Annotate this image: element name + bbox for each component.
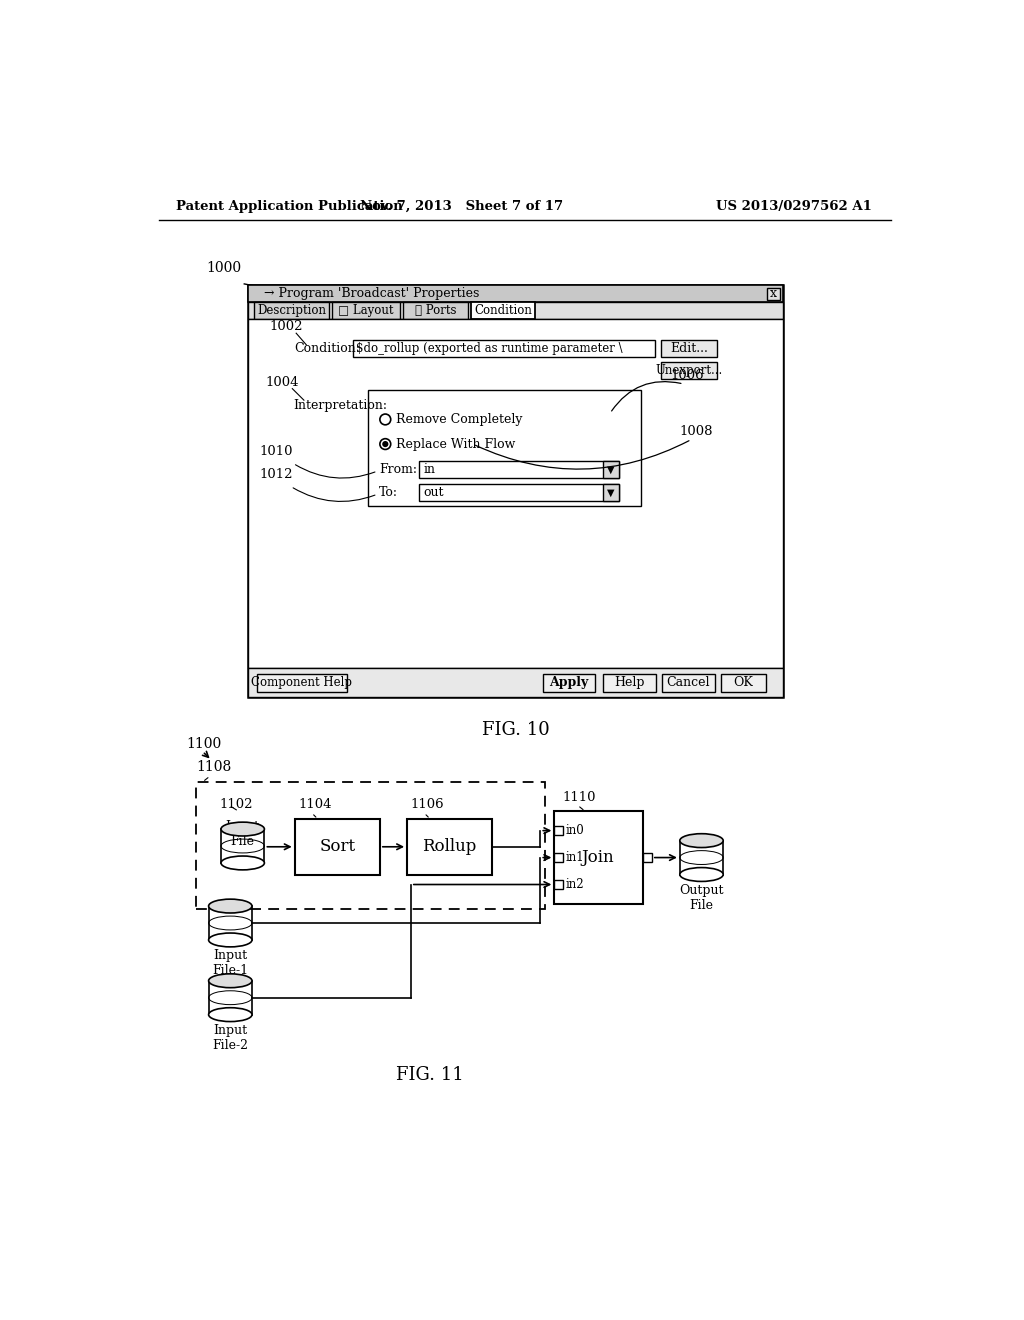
Bar [248,319,783,668]
Text: Edit...: Edit... [670,342,708,355]
Ellipse shape [209,933,252,946]
Circle shape [382,441,388,447]
Text: Input
File: Input File [225,820,260,847]
Bar [332,302,400,319]
Text: Remove Completely: Remove Completely [396,413,522,426]
Text: 1002: 1002 [270,321,303,333]
Text: 1106: 1106 [411,799,444,812]
Text: → Program 'Broadcast' Properties: → Program 'Broadcast' Properties [263,288,479,301]
Ellipse shape [680,867,723,882]
Text: OK: OK [733,676,754,689]
Text: ▼: ▼ [607,487,614,498]
Bar [419,484,618,502]
Bar [554,812,643,904]
Text: Description: Description [257,305,326,317]
Bar [721,673,766,692]
Bar [248,302,783,319]
Text: 1100: 1100 [186,737,221,751]
Bar [295,818,380,875]
Text: Replace With Flow: Replace With Flow [396,437,515,450]
Text: 1004: 1004 [265,376,299,388]
Text: Output
File: Output File [679,884,724,912]
Text: From:: From: [379,463,417,477]
Bar [662,362,717,379]
Text: Interpretation:: Interpretation: [293,399,387,412]
Bar [554,880,563,888]
Text: out: out [423,486,443,499]
Bar [248,668,783,697]
Text: 1108: 1108 [197,760,231,775]
Bar [643,853,652,862]
Bar [603,484,618,502]
Text: Input
File-1: Input File-1 [212,949,249,977]
Text: x: x [770,288,777,301]
Text: Nov. 7, 2013   Sheet 7 of 17: Nov. 7, 2013 Sheet 7 of 17 [359,199,563,213]
Text: 1104: 1104 [299,799,332,812]
Text: FIG. 10: FIG. 10 [481,721,549,739]
Text: Condition: Condition [474,305,532,317]
Text: Cancel: Cancel [667,676,710,689]
Text: ▼: ▼ [607,465,614,474]
Bar [407,818,493,875]
Bar [352,341,655,358]
Bar [603,673,655,692]
Bar [369,391,641,506]
Text: Patent Application Publication: Patent Application Publication [176,199,402,213]
Text: Condition:: Condition: [295,342,360,355]
Bar [603,461,618,478]
Text: ☑ Ports: ☑ Ports [415,305,457,317]
Ellipse shape [209,1007,252,1022]
Text: in: in [423,463,435,477]
Text: in2: in2 [565,878,584,891]
Bar [403,302,468,319]
Text: Rollup: Rollup [423,838,477,855]
Text: 1102: 1102 [219,799,253,812]
Ellipse shape [209,974,252,987]
Text: in0: in0 [565,824,584,837]
Text: 1008: 1008 [680,425,714,438]
Bar [197,781,545,909]
Bar [662,341,717,358]
Text: To:: To: [379,486,398,499]
Text: 1110: 1110 [562,791,596,804]
Bar [248,285,783,302]
Text: Sort: Sort [319,838,355,855]
Bar [662,673,715,692]
Text: Apply: Apply [549,676,589,689]
Bar [419,461,618,478]
Bar [248,285,783,697]
Ellipse shape [221,857,264,870]
Text: 1000: 1000 [207,260,242,275]
Text: US 2013/0297562 A1: US 2013/0297562 A1 [716,199,872,213]
Bar [257,673,346,692]
Text: FIG. 11: FIG. 11 [396,1065,464,1084]
Text: 1012: 1012 [260,469,293,480]
Text: in1: in1 [565,851,584,865]
Ellipse shape [209,899,252,913]
Bar [554,853,563,862]
Text: Help: Help [614,676,645,689]
Bar [554,826,563,834]
Bar [254,302,329,319]
Text: 1010: 1010 [260,445,293,458]
Text: Unexport...: Unexport... [655,363,723,376]
Text: □ Layout: □ Layout [338,305,393,317]
Text: Join: Join [582,849,614,866]
Ellipse shape [680,834,723,847]
Text: $do_rollup (exported as runtime parameter \: $do_rollup (exported as runtime paramete… [356,342,623,355]
Text: 1006: 1006 [671,370,705,383]
Text: Input
File-2: Input File-2 [212,1024,248,1052]
Bar [543,673,595,692]
Bar [471,302,535,319]
Text: Component Help: Component Help [252,676,352,689]
Ellipse shape [221,822,264,836]
Bar [767,288,779,300]
